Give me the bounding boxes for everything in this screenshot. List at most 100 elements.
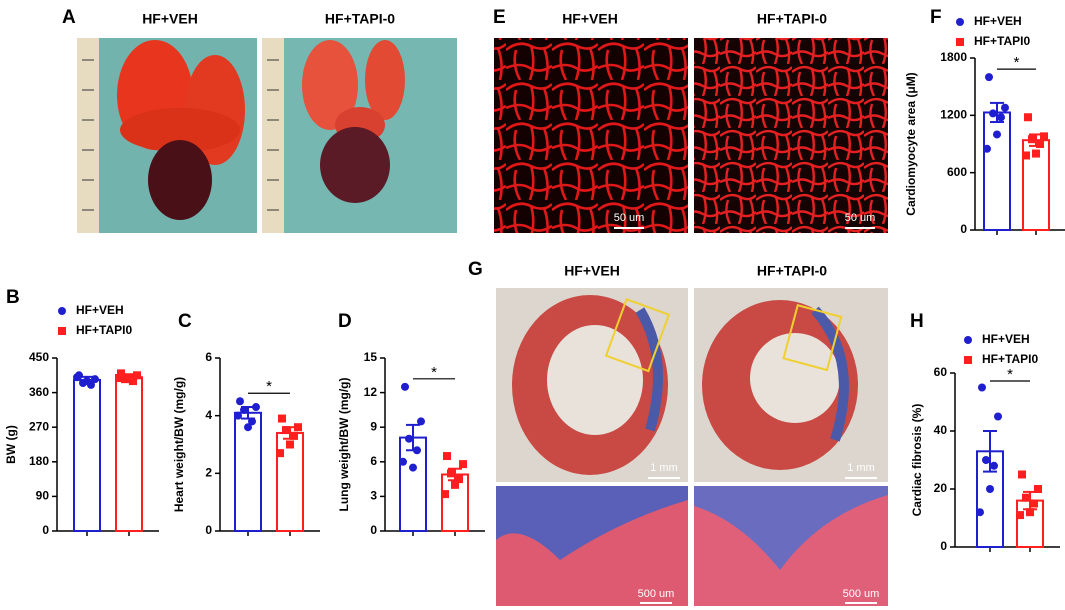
data-point [994,412,1002,421]
data-point [409,463,417,472]
y-tick-label: 60 [934,365,948,379]
data-point [1034,485,1042,493]
data-point [294,423,302,432]
data-point [459,460,467,469]
y-tick-label: 40 [934,423,948,437]
y-tick-label: 180 [29,454,49,468]
data-point [276,449,284,458]
data-point [956,18,964,26]
data-point [1022,151,1030,160]
data-point [1036,140,1044,148]
y-axis-label: Heart weight/BW (mg/g) [172,377,186,512]
panel-letter: B [6,287,20,308]
micrograph-e-1 [494,38,688,233]
data-point [240,405,248,414]
y-tick-label: 6 [205,350,212,364]
histology-zoom-2 [694,486,888,606]
y-tick-label: 2 [205,466,212,480]
panel-letter: G [468,259,483,280]
y-axis-label: BW (g) [4,425,18,464]
legend-label: HF+TAPI0 [974,34,1030,48]
photo-a-2 [262,38,457,233]
histology-g-1 [496,288,688,482]
y-tick-label: 12 [364,385,378,399]
data-point [417,417,425,426]
image-label: HF+TAPI-0 [757,263,827,279]
data-point [117,369,125,378]
data-point [1032,149,1040,158]
data-point [236,397,244,406]
data-point [58,327,66,335]
data-point [956,38,964,46]
scale-label: 500 um [638,588,675,600]
photo-a-1 [77,38,257,233]
data-point [993,130,1001,139]
data-point [976,508,984,517]
bar [73,378,101,532]
legend-label: HF+VEH [76,303,124,317]
data-point [978,383,986,392]
y-axis-label: Cardiomyocyte area (μM) [904,72,918,215]
y-tick-label: 450 [29,350,49,364]
data-point [405,434,413,443]
data-point [401,382,409,391]
histology-g-2 [694,288,888,482]
data-point [985,73,993,82]
y-tick-label: 9 [370,419,377,433]
data-point [1030,499,1038,508]
data-point [399,457,407,466]
bar [115,376,143,532]
data-point [986,485,994,493]
y-tick-label: 600 [947,165,967,179]
y-tick-label: 0 [960,222,967,236]
data-point [413,446,421,455]
data-point [234,411,242,420]
data-point [1022,493,1030,502]
y-axis-label: Lung weight/BW (mg/g) [337,378,351,512]
scale-label: 500 um [843,588,880,600]
data-point [244,423,252,432]
y-tick-label: 270 [29,419,49,433]
image-label: HF+VEH [142,11,198,27]
data-point [443,452,451,461]
data-point [451,480,459,489]
annotation: * [266,378,272,395]
y-tick-label: 360 [29,385,49,399]
data-point [91,375,99,384]
scale-label: 1 mm [847,462,875,474]
data-point [83,377,91,386]
data-point [990,461,998,470]
legend-label: HF+TAPI0 [982,352,1038,366]
annotation: * [1007,366,1013,383]
histology-zoom-1 [496,486,688,606]
data-point [115,373,123,382]
image-label: HF+VEH [562,11,618,27]
data-point [125,373,133,382]
data-point [248,417,256,426]
data-point [1028,135,1036,144]
y-tick-label: 90 [36,489,50,503]
legend-label: HF+VEH [982,332,1030,346]
data-point [1024,113,1032,122]
y-tick-label: 1200 [940,108,967,122]
data-point [278,414,286,423]
data-point [1040,132,1048,141]
y-tick-label: 20 [934,481,948,495]
annotation: * [431,364,437,381]
data-point [1026,508,1034,517]
data-point [441,490,449,499]
data-point [1018,470,1026,479]
scale-label: 50 um [614,212,645,224]
panel-letter: F [930,7,942,28]
image-label: HF+TAPI-0 [757,11,827,27]
panel-letter: A [62,7,76,28]
scale-label: 1 mm [650,462,678,474]
bar [1016,499,1044,549]
micrograph-e-2 [694,38,888,233]
panel-letter: D [338,311,352,332]
data-point [964,356,972,364]
y-tick-label: 6 [370,454,377,468]
data-point [252,403,260,412]
y-tick-label: 1800 [940,50,967,64]
